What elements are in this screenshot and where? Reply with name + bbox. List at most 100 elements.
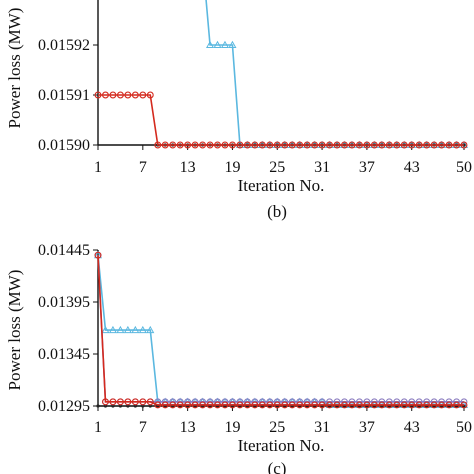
data-point <box>221 401 229 409</box>
series-line <box>205 0 464 146</box>
data-point <box>430 401 438 409</box>
data-point <box>445 401 453 409</box>
data-point <box>191 401 199 409</box>
data-point <box>355 141 363 149</box>
data-point <box>363 401 371 409</box>
data-point <box>288 401 296 409</box>
y-axis-label: Power loss (MW) <box>5 8 24 129</box>
data-point <box>116 91 124 99</box>
data-point <box>214 401 221 409</box>
data-point <box>415 141 423 149</box>
panel-label: (b) <box>267 202 287 221</box>
data-point <box>348 401 356 409</box>
y-axis-label: Power loss (MW) <box>5 270 24 391</box>
data-point <box>146 398 154 406</box>
data-point <box>131 398 139 406</box>
data-point <box>176 141 184 149</box>
data-point <box>400 141 408 149</box>
x-tick-label: 19 <box>224 419 240 436</box>
data-point <box>326 141 334 149</box>
data-point <box>288 141 296 149</box>
y-tick-label: 0.01445 <box>38 242 90 259</box>
data-point <box>146 325 155 334</box>
x-tick-label: 31 <box>314 419 330 436</box>
data-point <box>199 141 207 149</box>
data-point <box>199 401 207 409</box>
data-point <box>228 141 236 149</box>
data-point <box>228 401 236 409</box>
data-point <box>266 141 274 149</box>
data-point <box>220 40 230 49</box>
data-point <box>148 404 152 408</box>
data-point <box>109 91 117 99</box>
data-point <box>445 141 453 149</box>
series-line <box>97 255 464 403</box>
x-tick-label: 50 <box>456 159 472 176</box>
data-point <box>176 401 184 409</box>
data-point <box>423 401 431 409</box>
data-point <box>124 91 132 99</box>
data-point <box>281 401 289 409</box>
data-point <box>363 141 371 149</box>
data-point <box>243 401 251 409</box>
chart-panel-c: 1 7 13 19 25 31 37 43 50 0.01295 0.01345 0.01395 0.0… <box>5 242 472 474</box>
plot-area <box>94 0 469 149</box>
series-line <box>97 255 464 406</box>
data-point <box>133 404 137 408</box>
data-point <box>303 401 311 409</box>
x-tick-label: 50 <box>456 419 472 436</box>
data-point <box>303 141 311 149</box>
data-point <box>258 401 266 409</box>
data-point <box>94 91 102 99</box>
data-point <box>228 40 237 49</box>
x-tick-label: 25 <box>269 159 285 176</box>
y-tick-label: 0.01345 <box>38 346 90 363</box>
data-point <box>138 325 147 334</box>
data-point <box>326 401 334 409</box>
data-point <box>311 401 319 409</box>
x-tick-label: 37 <box>359 159 375 176</box>
data-point <box>96 404 100 408</box>
data-point <box>103 404 108 408</box>
data-point <box>184 141 192 149</box>
data-point <box>251 401 259 409</box>
data-point <box>348 141 356 149</box>
x-tick-label: 1 <box>94 419 102 436</box>
data-point <box>378 401 386 409</box>
data-point <box>311 141 319 149</box>
data-point <box>154 141 162 149</box>
data-point <box>141 404 145 408</box>
data-point <box>123 325 132 334</box>
data-point <box>191 141 199 149</box>
data-point <box>131 325 140 334</box>
y-tick-label: 0.01593 <box>38 0 90 4</box>
data-point <box>453 141 460 149</box>
x-tick-label: 1 <box>94 159 102 176</box>
data-point <box>318 141 326 149</box>
data-point <box>206 401 214 409</box>
data-point <box>116 398 124 406</box>
data-point <box>101 325 110 334</box>
data-point <box>415 401 423 409</box>
data-point <box>296 401 304 409</box>
data-point <box>94 251 102 259</box>
data-point <box>460 401 468 409</box>
data-point <box>116 325 125 334</box>
data-point <box>393 401 401 409</box>
plot-area <box>93 250 469 409</box>
x-tick-label: 13 <box>180 159 196 176</box>
x-tick-label: 43 <box>404 419 420 436</box>
x-tick-label: 37 <box>359 419 375 436</box>
data-point <box>385 141 393 149</box>
data-point <box>423 141 431 149</box>
x-axis-label: Iteration No. <box>238 176 325 195</box>
data-point <box>393 141 401 149</box>
data-point <box>385 401 393 409</box>
data-point <box>341 401 348 409</box>
data-point <box>206 141 214 149</box>
data-point <box>102 398 109 406</box>
y-tick-label: 0.01395 <box>38 294 90 311</box>
data-point <box>169 141 177 149</box>
data-point <box>378 141 386 149</box>
data-point <box>236 141 244 149</box>
